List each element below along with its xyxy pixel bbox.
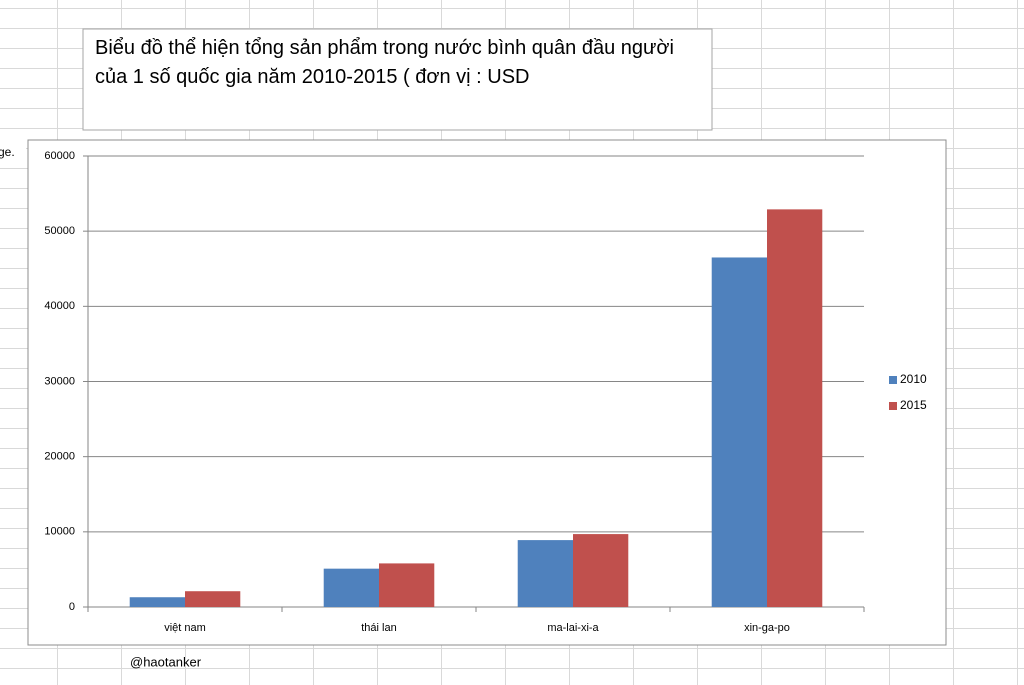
cell-bg bbox=[0, 141, 26, 161]
chart-title: Biểu đồ thể hiện tổng sản phẩm trong nướ… bbox=[95, 37, 674, 88]
y-tick-label: 10000 bbox=[44, 526, 75, 538]
y-tick-label: 60000 bbox=[44, 150, 75, 162]
bar bbox=[573, 534, 629, 607]
bar bbox=[323, 568, 379, 607]
legend-swatch bbox=[889, 402, 897, 410]
title-box bbox=[82, 28, 713, 131]
bar bbox=[379, 563, 435, 607]
x-tick-label: xin-ga-po bbox=[744, 622, 790, 634]
bar bbox=[129, 597, 185, 607]
bar bbox=[185, 591, 241, 607]
bar bbox=[517, 540, 573, 607]
y-tick-label: 40000 bbox=[44, 300, 75, 312]
plot: 0 10000 20000 30000 40000 50000 60000 việt nam t… bbox=[44, 150, 927, 634]
cell-text: ge. bbox=[0, 145, 15, 159]
bar bbox=[767, 209, 823, 607]
footer-text: @haotanker bbox=[130, 654, 202, 669]
y-tick-label: 30000 bbox=[44, 375, 75, 387]
x-tick-label: việt nam bbox=[164, 622, 206, 634]
legend-label: 2015 bbox=[900, 398, 927, 412]
title-container: Biểu đồ thể hiện tổng sản phẩm trong nướ… bbox=[95, 37, 674, 88]
y-tick-label: 20000 bbox=[44, 451, 75, 463]
bar bbox=[711, 257, 767, 607]
y-tick-label: 50000 bbox=[44, 225, 75, 237]
x-tick-label: thái lan bbox=[361, 622, 396, 634]
x-tick-label: ma-lai-xi-a bbox=[547, 622, 599, 634]
y-tick-label: 0 bbox=[69, 601, 75, 613]
legend-label: 2010 bbox=[900, 372, 927, 386]
legend-swatch bbox=[889, 376, 897, 384]
